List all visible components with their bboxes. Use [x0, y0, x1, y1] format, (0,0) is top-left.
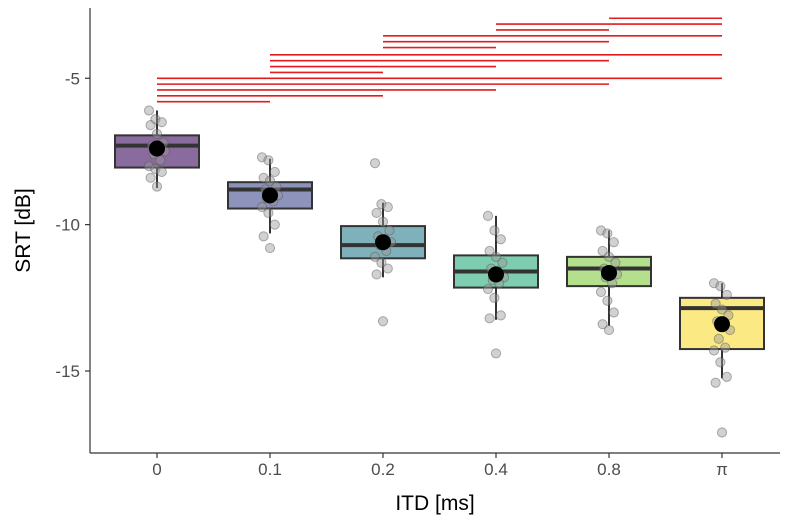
box-group-0.4	[453, 210, 539, 359]
data-point	[715, 357, 726, 368]
data-point	[258, 231, 269, 242]
data-point	[382, 263, 393, 274]
data-point	[371, 207, 382, 219]
data-point	[384, 225, 395, 236]
data-point	[143, 160, 155, 172]
mean-marker	[714, 316, 730, 333]
data-point	[489, 225, 500, 236]
y-tick-label: -5	[65, 69, 80, 88]
mean-marker	[262, 187, 278, 204]
data-point	[369, 251, 381, 262]
data-point	[382, 201, 393, 213]
data-point	[610, 257, 621, 268]
data-point	[716, 304, 728, 315]
box-group-0	[114, 105, 200, 192]
data-point	[482, 283, 494, 295]
data-point	[371, 269, 382, 280]
data-point	[151, 181, 163, 192]
data-point	[369, 158, 381, 169]
data-point	[713, 333, 724, 344]
data-point	[143, 105, 155, 116]
data-point	[155, 155, 166, 166]
plot-area	[114, 17, 765, 438]
data-point	[721, 371, 732, 382]
x-axis-ticks: 0 0.1 0.2 0.4 0.8 π	[152, 453, 728, 479]
significance-bars	[157, 17, 722, 103]
x-axis-title: ITD [ms]	[395, 492, 474, 515]
data-point	[710, 298, 721, 309]
data-point	[710, 377, 721, 388]
mean-marker	[601, 264, 617, 281]
data-point	[156, 166, 167, 178]
data-point	[608, 307, 619, 318]
x-tick-label: π	[716, 460, 728, 479]
data-point	[263, 207, 274, 219]
box-group-0.2	[340, 158, 426, 327]
data-point	[490, 251, 502, 262]
box-group-0.1	[227, 152, 313, 254]
data-point	[145, 172, 156, 183]
data-point	[256, 152, 268, 163]
data-point	[603, 251, 615, 262]
data-point	[269, 219, 280, 230]
data-point	[264, 175, 276, 186]
data-point	[708, 345, 720, 356]
data-point	[597, 319, 608, 330]
data-point	[490, 348, 502, 359]
y-tick-label: -15	[55, 362, 80, 381]
data-point	[151, 128, 163, 139]
data-point	[489, 292, 500, 303]
data-point	[708, 278, 720, 289]
data-point	[263, 155, 274, 166]
y-axis-title: SRT [dB]	[12, 188, 35, 272]
data-point	[608, 237, 619, 248]
data-point	[495, 310, 506, 321]
y-axis-ticks: -5 -10 -15	[55, 69, 90, 381]
data-point	[720, 342, 731, 353]
data-point	[376, 257, 387, 268]
data-point	[256, 201, 268, 213]
axes: -5 -10 -15 0 0.1 0.2 0.4 0.8 π	[55, 8, 780, 479]
data-point	[602, 295, 613, 306]
data-point	[484, 245, 495, 257]
mean-marker	[375, 234, 391, 251]
x-tick-label: 0	[152, 460, 161, 479]
data-point	[150, 163, 161, 175]
x-tick-label: 0.1	[258, 460, 282, 479]
data-point	[484, 313, 495, 324]
data-point	[721, 289, 732, 301]
data-point	[603, 324, 615, 336]
data-point	[258, 172, 269, 183]
data-point	[156, 117, 167, 128]
data-point	[495, 234, 506, 245]
data-point	[595, 286, 607, 298]
data-point	[377, 316, 389, 327]
x-tick-label: 0.8	[597, 460, 621, 479]
data-point	[716, 427, 728, 438]
data-point	[715, 281, 726, 292]
data-point	[145, 120, 156, 131]
data-point	[376, 199, 387, 210]
data-point	[597, 245, 608, 257]
mean-marker	[149, 140, 165, 157]
mean-marker	[488, 266, 504, 283]
data-point	[482, 210, 494, 221]
data-point	[150, 114, 161, 125]
data-point	[595, 225, 607, 236]
y-tick-label: -10	[55, 216, 80, 235]
x-tick-label: 0.4	[484, 460, 508, 479]
box-group-π	[679, 278, 765, 438]
data-point	[264, 242, 276, 254]
data-point	[269, 166, 280, 178]
x-tick-label: 0.2	[371, 460, 395, 479]
data-point	[602, 228, 613, 239]
data-point	[377, 216, 389, 227]
box-group-0.8	[566, 225, 652, 336]
data-point	[497, 257, 508, 268]
